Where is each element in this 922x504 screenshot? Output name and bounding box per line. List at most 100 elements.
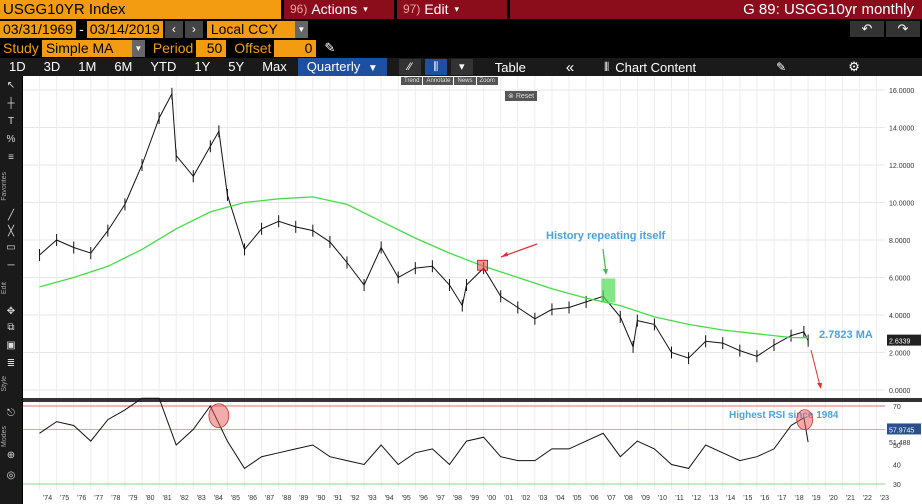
- chevron-down-icon: ▾: [363, 4, 368, 14]
- actions-label: Actions: [311, 1, 358, 17]
- hline-icon[interactable]: ─: [7, 260, 15, 271]
- start-date-field[interactable]: 03/31/1969: [0, 20, 77, 38]
- date-row: 03/31/1969 - 03/14/2019 ‹ › Local CCY ▼ …: [0, 20, 922, 38]
- chart-type-dropdown-icon[interactable]: ▾: [450, 59, 473, 75]
- ma-series-line: [39, 196, 809, 339]
- timeframe-1m[interactable]: 1M: [78, 59, 97, 74]
- rect-icon[interactable]: ▭: [6, 242, 16, 253]
- undo-icon[interactable]: ↶: [850, 21, 884, 37]
- mini-tool-news[interactable]: News: [454, 77, 476, 85]
- timeframe-max[interactable]: Max: [262, 59, 287, 74]
- rsi-value-label: 57.9745: [889, 427, 914, 434]
- y-tick-label: 6.0000: [889, 276, 911, 283]
- x-tick-label: '23: [880, 495, 889, 502]
- x-tick-label: '02: [521, 495, 530, 502]
- x-tick-label: '98: [453, 495, 462, 502]
- text-icon[interactable]: T: [7, 116, 15, 127]
- x-tick-label: '96: [419, 495, 428, 502]
- edit-menu[interactable]: 97) Edit ▾: [397, 0, 507, 19]
- next-period-button[interactable]: ›: [184, 20, 203, 38]
- highlight-2000: [477, 259, 489, 271]
- period-field[interactable]: 50: [196, 39, 227, 57]
- x-tick-label: '12: [692, 495, 701, 502]
- x-tick-label: '79: [128, 495, 137, 502]
- timeframe-3d[interactable]: 3D: [43, 59, 61, 74]
- favorites-label: Favorites: [1, 172, 8, 201]
- frequency-dropdown[interactable]: Quarterly ▼: [297, 58, 387, 76]
- rsi-tick-label: 70: [893, 404, 901, 411]
- x-tick-label: '01: [504, 495, 513, 502]
- move-icon[interactable]: ✥: [6, 306, 16, 317]
- mini-tool-trend[interactable]: Trend: [401, 77, 423, 85]
- fill-icon[interactable]: ▣: [6, 340, 16, 351]
- security-field[interactable]: USGG10YR Index: [0, 0, 281, 19]
- measure-icon[interactable]: %: [6, 134, 16, 145]
- redo-icon[interactable]: ↷: [886, 21, 920, 37]
- chart-background: [23, 76, 922, 504]
- x-tick-label: '88: [282, 495, 291, 502]
- end-date-field[interactable]: 03/14/2019: [86, 20, 163, 38]
- timeframe-1d[interactable]: 1D: [9, 59, 26, 74]
- x-tick-label: '19: [812, 495, 821, 502]
- timeframe-ytd[interactable]: YTD: [150, 59, 177, 74]
- rsi-tick-label: 30: [893, 482, 901, 489]
- pencil-icon[interactable]: ✎: [324, 40, 336, 55]
- currency-field[interactable]: Local CCY: [206, 20, 295, 38]
- chart-content-button[interactable]: Chart Content: [615, 59, 697, 75]
- trendline-icon[interactable]: ╱: [7, 210, 15, 221]
- clone-icon[interactable]: ⧉: [7, 322, 15, 333]
- link-icon[interactable]: ⎋: [7, 408, 15, 419]
- y-tick-label: 16.0000: [889, 88, 914, 95]
- x-tick-label: '91: [333, 495, 342, 502]
- title-bar: USGG10YR Index 96) Actions ▾ 97) Edit ▾ …: [0, 0, 922, 19]
- frequency-label: Quarterly: [306, 59, 361, 74]
- date-separator: -: [79, 21, 84, 37]
- drawing-mini-toolbar: Trend Annotate News Zoom: [401, 77, 499, 85]
- collapse-chevrons-icon[interactable]: «: [565, 58, 575, 76]
- mini-tool-zoom[interactable]: Zoom: [476, 77, 498, 85]
- study-dropdown-icon[interactable]: ▼: [131, 39, 145, 57]
- edit-chart-icon[interactable]: ✎: [776, 60, 787, 74]
- actions-menu[interactable]: 96) Actions ▾: [284, 0, 394, 19]
- currency-dropdown-icon[interactable]: ▼: [294, 20, 308, 38]
- line-chart-icon[interactable]: ⁄⁄: [398, 59, 421, 75]
- y-tick-label: 14.0000: [889, 126, 914, 133]
- lines-icon[interactable]: ≡: [8, 152, 14, 163]
- timeframe-6m[interactable]: 6M: [114, 59, 133, 74]
- x-tick-label: '08: [624, 495, 633, 502]
- y-tick-label: 10.0000: [889, 201, 914, 208]
- ma-label: 2.7823 MA: [819, 329, 873, 341]
- y-tick-label: 2.0000: [889, 351, 911, 358]
- x-axis: '74 '75 '76 '77 '78 '79 '80 '81 '82 '83 '84 '85 '86 '…: [43, 495, 889, 502]
- study-label: Study: [3, 40, 39, 56]
- table-button[interactable]: Table: [494, 59, 526, 75]
- x-tick-label: '82: [180, 495, 189, 502]
- bar-chart-icon[interactable]: ⫼: [424, 59, 447, 75]
- arrowhead: [501, 252, 508, 257]
- reset-button[interactable]: ⊗ Reset: [505, 91, 538, 101]
- circle-mode-icon[interactable]: ◎: [6, 470, 16, 481]
- price-chart[interactable]: '74 '75 '76 '77 '78 '79 '80 '81 '82 '83 '84 '85 '86 '…: [23, 76, 922, 504]
- style-label: Style: [1, 376, 8, 392]
- y-axis: 16.0000 14.0000 12.0000 10.0000 8.0000 6.0000…: [887, 88, 921, 489]
- pointer-icon[interactable]: ↖: [6, 80, 16, 91]
- timeframe-5y[interactable]: 5Y: [228, 59, 245, 74]
- highlight-rsi-1984: [208, 403, 230, 429]
- cross-mode-icon[interactable]: ⊕: [6, 450, 16, 461]
- offset-field[interactable]: 0: [274, 39, 317, 57]
- x-tick-label: '89: [299, 495, 308, 502]
- annotations: History repeating itself 2.7823 MA Highest…: [208, 230, 873, 431]
- study-field[interactable]: Simple MA: [41, 39, 132, 57]
- mini-tool-annotate[interactable]: Annotate: [423, 77, 454, 85]
- x-tick-label: '80: [145, 495, 154, 502]
- prev-period-button[interactable]: ‹: [164, 20, 183, 38]
- last-price-tag: [887, 334, 921, 346]
- timeframe-1y[interactable]: 1Y: [194, 59, 211, 74]
- x-tick-label: '93: [367, 495, 376, 502]
- fib-icon[interactable]: ╳: [7, 226, 15, 237]
- crosshair-icon[interactable]: ┼: [7, 98, 15, 109]
- gear-icon[interactable]: ⚙: [848, 59, 860, 74]
- x-tick-label: '74: [43, 495, 52, 502]
- line-width-icon[interactable]: ≣: [6, 358, 16, 369]
- x-tick-label: '13: [709, 495, 718, 502]
